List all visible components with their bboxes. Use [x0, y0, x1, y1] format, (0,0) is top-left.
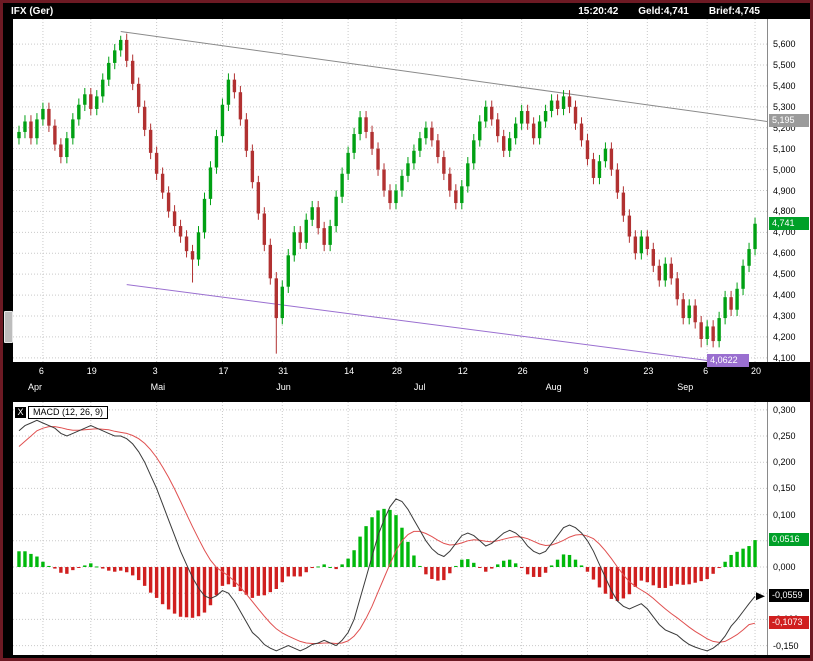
macd-tick-label: -0,150	[773, 640, 799, 651]
window-titlebar[interactable]: IFX (Ger) 15:20:42 Geld:4,741 Brief:4,74…	[3, 3, 810, 19]
price-tick-label: 5,400	[773, 80, 796, 91]
macd-gridlines	[13, 402, 767, 655]
price-tick-label: 4,100	[773, 352, 796, 363]
macd-header: X MACD (12, 26, 9)	[15, 406, 109, 419]
value-badge: 5,195	[769, 114, 809, 128]
macd-histogram	[17, 508, 757, 618]
macd-pane: 0,3000,2500,2000,1500,1000,0500,000-0,05…	[13, 402, 810, 655]
close-indicator-button[interactable]: X	[15, 407, 26, 418]
macd-tick-label: 0,100	[773, 509, 796, 520]
value-badge: 0,0516	[769, 532, 809, 546]
price-tick-label: 4,300	[773, 310, 796, 321]
macd-axis: 0,3000,2500,2000,1500,1000,0500,000-0,05…	[767, 402, 810, 655]
price-axis: 5,600 5,500 5,400 5,300 5,200 5,100 5,000 4,900…	[767, 19, 810, 363]
date-tick-label: 26	[517, 366, 528, 376]
date-tick-label: 23	[643, 366, 654, 376]
date-tick-label: 9	[583, 366, 589, 376]
month-tick-label: Aug	[545, 382, 562, 392]
quote-time: 15:20:42	[578, 5, 619, 17]
price-tick-label: 5,500	[773, 60, 796, 70]
bid-label: Geld:4,741	[638, 5, 689, 17]
date-tick-label: 19	[86, 366, 97, 376]
price-tick-label: 5,600	[773, 39, 796, 50]
price-tick-label: 5,000	[773, 164, 796, 175]
price-tick-label: 4,600	[773, 248, 796, 259]
window-title: IFX (Ger)	[11, 5, 54, 17]
bottom-frame	[13, 655, 810, 658]
month-tick-label: Mai	[150, 382, 166, 392]
date-tick-label: 28	[391, 366, 402, 376]
value-badge: 4,741	[769, 216, 809, 230]
chart-content: 5,600 5,500 5,400 5,300 5,200 5,100 5,000 4,900…	[3, 19, 810, 658]
chart-panes: 5,600 5,500 5,400 5,300 5,200 5,100 5,000 4,900…	[13, 19, 810, 658]
price-pane: 5,600 5,500 5,400 5,300 5,200 5,100 5,000 4,900…	[13, 19, 810, 367]
price-chart[interactable]	[13, 19, 767, 362]
date-tick-label: 6	[38, 366, 44, 376]
value-badge: -0,1073	[769, 616, 809, 630]
date-tick-label: 17	[218, 366, 229, 376]
macd-chart[interactable]	[13, 402, 767, 655]
price-tick-label: 4,700	[773, 227, 796, 238]
left-frame	[3, 19, 13, 658]
macd-tick-label: 0,250	[773, 431, 796, 442]
macd-line	[18, 419, 756, 652]
month-tick-label: Apr	[27, 382, 42, 392]
support-line-value-badge: 4,0622	[707, 353, 750, 367]
month-tick-label: Jul	[413, 382, 426, 392]
signal-line	[18, 426, 756, 645]
candles-layer	[17, 33, 757, 354]
date-tick-label: 20	[751, 366, 762, 376]
value-badge: -0,0559	[769, 589, 809, 603]
quote-info: 15:20:42 Geld:4,741 Brief:4,745	[578, 6, 810, 17]
price-tick-label: 5,200	[773, 122, 796, 133]
macd-tick-label: 0,150	[773, 483, 796, 494]
price-tick-label: 4,900	[773, 185, 796, 196]
price-tick-label: 5,100	[773, 143, 796, 154]
trendlines	[120, 31, 767, 362]
price-gridlines	[13, 19, 767, 362]
price-tick-label: 4,500	[773, 269, 796, 280]
splitter-handle[interactable]	[4, 311, 13, 343]
month-tick-label: Sep	[677, 382, 694, 392]
macd-tick-label: 0,200	[773, 457, 796, 468]
date-tick-label: 3	[152, 366, 158, 376]
price-tick-label: 4,800	[773, 206, 796, 217]
time-axis: 6 19 3 17 31 14 28 12 26 9 23 6 20 Apr Mai Jun Jul Aug Sep	[13, 362, 810, 402]
date-tick-label: 12	[457, 366, 468, 376]
ask-label: Brief:4,745	[708, 5, 760, 17]
macd-tick-label: 0,300	[773, 404, 796, 415]
price-tick-label: 4,200	[773, 331, 796, 342]
price-tick-label: 5,300	[773, 101, 796, 112]
date-tick-label: 6	[703, 366, 709, 376]
date-tick-label: 31	[278, 366, 289, 376]
price-tick-label: 4,400	[773, 290, 796, 301]
macd-indicator-label: MACD (12, 26, 9)	[28, 406, 109, 419]
date-tick-label: 14	[344, 366, 355, 376]
macd-tick-label: 0,000	[773, 562, 796, 572]
month-tick-label: Jun	[276, 382, 291, 392]
macd-current-arrow	[756, 592, 765, 601]
